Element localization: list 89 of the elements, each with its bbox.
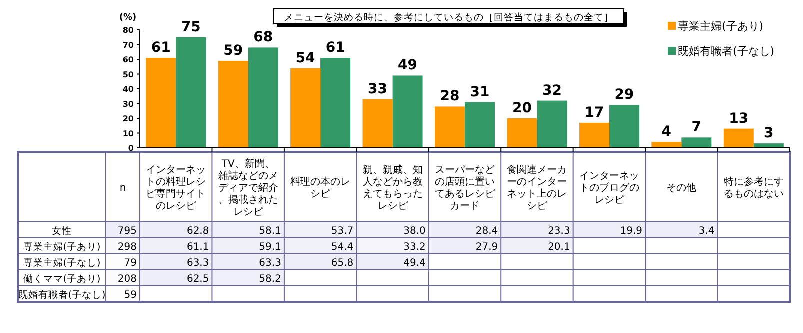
data-label: 20.1	[548, 242, 570, 253]
data-label: 59.1	[259, 242, 282, 253]
y-tick-label: 40	[122, 85, 134, 94]
x-tick-label: TV、新聞、雑誌などのメディアで紹介、掲載されたレシピ	[218, 158, 278, 218]
x-tick-label: 特に参考にするものはない	[724, 176, 784, 200]
x-tick-label: n	[120, 183, 126, 194]
bar	[652, 142, 682, 148]
data-label: 62.5	[186, 274, 210, 285]
x-tick-label: 親、親戚、知人などから教えてもらったレシピ	[362, 164, 423, 212]
bar	[248, 48, 278, 148]
x-tick-label: インターネットの料理レシピ専門サイトのレシピ	[146, 165, 206, 212]
bar	[435, 106, 465, 148]
y-tick-label: 80	[122, 26, 134, 35]
bar	[290, 68, 321, 148]
data-label: 49.4	[404, 258, 426, 269]
data-label: 75	[181, 19, 201, 36]
data-label: 27.9	[476, 242, 498, 253]
data-label: 29	[614, 87, 634, 104]
bar	[609, 105, 640, 148]
bar	[176, 37, 206, 148]
y-tick-label: 専業主婦(子あり)	[23, 241, 101, 253]
y-tick-label: 女性	[52, 225, 72, 237]
data-label: 3	[764, 126, 774, 142]
data-label: 79	[124, 258, 137, 269]
data-label: 38.0	[404, 226, 426, 237]
data-label: 65.8	[331, 258, 354, 269]
x-tick-label: インターネットのブログのレシピ	[579, 171, 640, 206]
data-label: 58.2	[259, 274, 282, 285]
data-label: 28	[440, 88, 460, 105]
data-label: 795	[118, 226, 137, 237]
data-label: 23.3	[548, 226, 570, 237]
y-tick-label: 専業主婦(子なし)	[23, 257, 101, 269]
y-tick-label: 60	[122, 56, 134, 64]
data-label: 17	[584, 104, 604, 121]
data-label: 19.9	[620, 226, 643, 237]
bar	[507, 118, 538, 148]
data-label: 49	[398, 58, 418, 74]
data-label: 62.8	[186, 226, 210, 237]
bar	[146, 58, 176, 148]
bar	[218, 60, 248, 148]
y-tick-label: 30	[122, 100, 134, 109]
data-label: 28.4	[476, 226, 498, 237]
bar	[320, 58, 351, 148]
y-tick-label: 20	[122, 114, 134, 124]
y-tick-label: 10	[122, 129, 134, 138]
data-label: 61.1	[186, 242, 210, 253]
data-label: 54	[296, 50, 316, 66]
chart-title: メニューを決める時に、参考にしているもの［回答当てはまるもの全て］	[284, 12, 614, 24]
legend-label: 既婚有職者(子なし)	[678, 45, 775, 58]
data-label: 3.4	[698, 226, 715, 237]
data-label: 63.3	[259, 258, 282, 269]
data-label: 59	[124, 290, 137, 301]
bar	[465, 102, 495, 148]
y-tick-label: 70	[122, 40, 134, 50]
data-label: 63.3	[186, 258, 210, 269]
data-label: 33	[368, 81, 388, 98]
x-tick-label: その他	[666, 182, 697, 194]
data-label: 298	[118, 242, 137, 253]
y-axis-title: (%)	[119, 13, 137, 23]
y-tick-label: 0	[128, 144, 134, 153]
legend-label: 専業主婦(子あり)	[678, 20, 764, 33]
data-label: 20	[512, 100, 532, 116]
data-label: 68	[254, 30, 274, 46]
data-label: 61	[151, 40, 171, 56]
y-tick-label: 50	[122, 70, 134, 80]
data-label: 32	[542, 82, 562, 99]
bar	[537, 100, 568, 148]
data-label: 59	[224, 42, 244, 59]
data-label: 61	[326, 40, 346, 56]
x-tick-label: スーパーなどの店頭に置いてあるレシピカード	[435, 165, 495, 212]
data-label: 208	[118, 274, 137, 285]
bar	[392, 76, 423, 148]
bar	[754, 144, 784, 148]
data-label: 4	[662, 124, 672, 140]
bar	[579, 122, 610, 148]
x-tick-label: 食関連メーカーのインターネット上のレシピ	[507, 164, 568, 212]
data-label: 58.1	[259, 226, 282, 237]
y-tick-label: 働くママ(子あり)	[23, 273, 101, 285]
bar	[724, 128, 754, 148]
data-label: 33.2	[404, 242, 426, 253]
data-label: 53.7	[331, 226, 354, 237]
bar	[362, 99, 393, 148]
data-label: 7	[692, 120, 702, 136]
y-tick-label: 既婚有職者(子なし)	[18, 289, 106, 301]
data-label: 13	[729, 110, 749, 127]
data-label: 31	[470, 84, 490, 100]
x-tick-label: 料理の本のレシピ	[290, 176, 351, 200]
data-label: 54.4	[331, 242, 354, 253]
bar	[682, 138, 712, 148]
